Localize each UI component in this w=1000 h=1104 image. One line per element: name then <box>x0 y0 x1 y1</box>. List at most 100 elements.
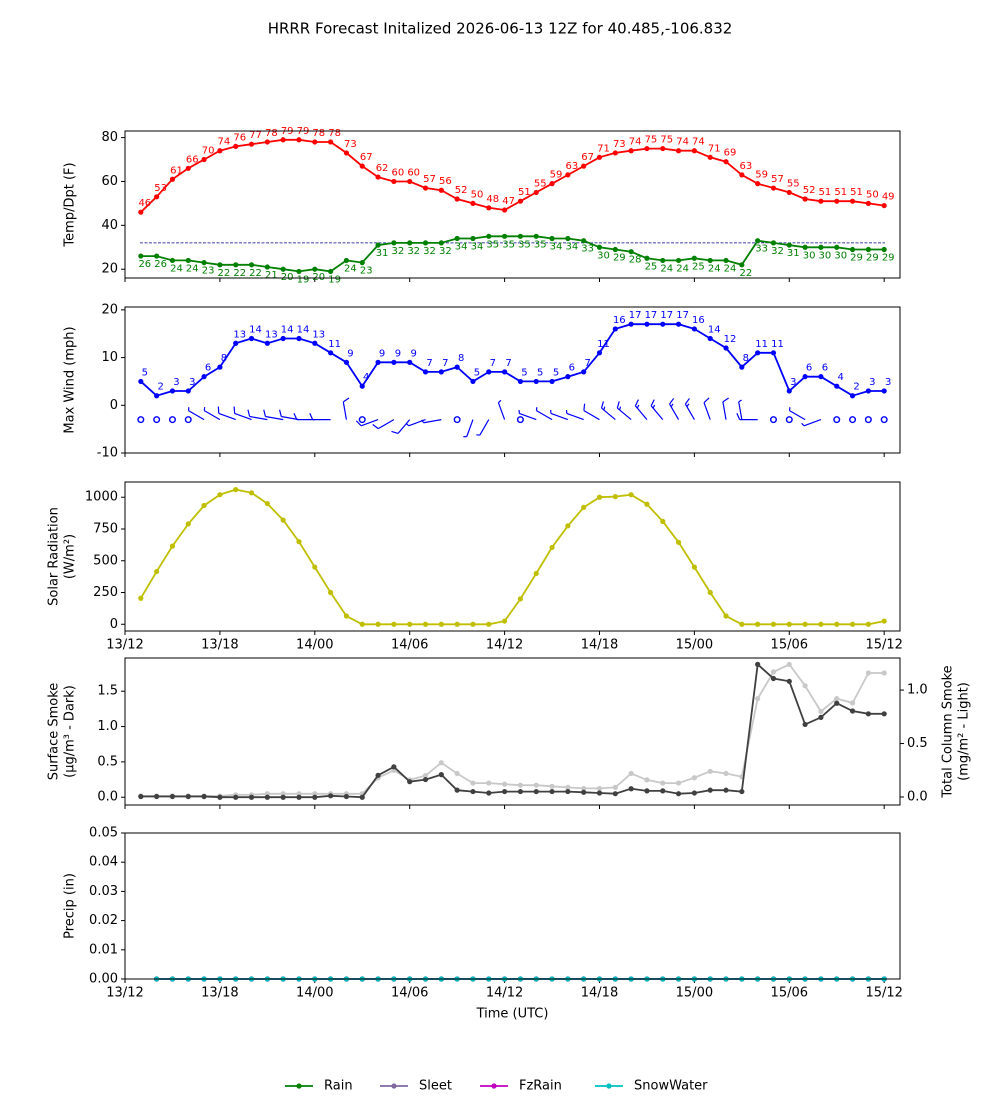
data-point <box>281 137 286 142</box>
data-point <box>391 179 396 184</box>
data-point <box>629 786 634 791</box>
legend-label: Rain <box>324 1079 353 1094</box>
data-label: 14 <box>297 324 310 335</box>
data-label: 32 <box>392 246 405 257</box>
data-label: 6 <box>806 363 812 374</box>
data-point <box>265 139 270 144</box>
data-point <box>739 365 744 370</box>
data-label: 30 <box>597 250 610 261</box>
data-label: 60 <box>392 167 405 178</box>
data-point <box>834 622 839 627</box>
data-point <box>708 258 713 263</box>
data-point <box>549 181 554 186</box>
data-point <box>360 622 365 627</box>
data-point <box>866 670 871 675</box>
data-point <box>803 622 808 627</box>
data-label: 5 <box>537 367 543 378</box>
data-point <box>281 267 286 272</box>
data-point <box>265 795 270 800</box>
data-point <box>154 194 159 199</box>
data-label: 29 <box>613 252 626 263</box>
y-axis-label: (μg/m³ - Dark) <box>63 685 78 778</box>
y-tick-label: 250 <box>93 585 118 600</box>
legend-marker <box>296 1083 301 1088</box>
data-point <box>882 203 887 208</box>
data-point <box>739 622 744 627</box>
data-point <box>644 788 649 793</box>
y-tick-label: 0.03 <box>89 884 118 899</box>
data-label: 3 <box>189 377 195 388</box>
data-point <box>486 205 491 210</box>
data-point <box>138 253 143 258</box>
data-point <box>565 789 570 794</box>
data-point <box>692 148 697 153</box>
data-label: 32 <box>407 246 420 257</box>
data-point <box>518 789 523 794</box>
data-point <box>629 771 634 776</box>
y-tick-label: 0.01 <box>89 942 118 957</box>
data-point <box>676 148 681 153</box>
y-tick-label: 0.05 <box>89 826 118 841</box>
y-tick-label: 0 <box>110 617 118 632</box>
data-label: 24 <box>724 263 737 274</box>
data-point <box>676 322 681 327</box>
data-label: 71 <box>708 143 721 154</box>
data-point <box>391 764 396 769</box>
data-point <box>249 262 254 267</box>
data-label: 6 <box>822 363 828 374</box>
data-point <box>201 157 206 162</box>
data-point <box>328 590 333 595</box>
data-point <box>755 622 760 627</box>
data-point <box>138 794 143 799</box>
data-label: 63 <box>739 161 752 172</box>
data-label: 49 <box>882 192 895 203</box>
data-label: 34 <box>565 242 578 253</box>
data-point <box>312 267 317 272</box>
data-label: 9 <box>395 348 401 359</box>
data-point <box>344 150 349 155</box>
data-label: 14 <box>281 324 294 335</box>
data-point <box>882 618 887 623</box>
y2-tick-label: 0.0 <box>907 789 928 804</box>
x-tick-label: 14/18 <box>581 638 618 653</box>
data-label: 5 <box>142 367 148 378</box>
data-point <box>739 172 744 177</box>
data-point <box>771 350 776 355</box>
data-point <box>470 780 475 785</box>
data-point <box>549 236 554 241</box>
data-label: 19 <box>328 274 341 285</box>
data-label: 4 <box>838 372 844 383</box>
data-point <box>233 262 238 267</box>
data-point <box>249 142 254 147</box>
data-point <box>755 350 760 355</box>
data-point <box>787 662 792 667</box>
data-point <box>170 258 175 263</box>
data-point <box>233 487 238 492</box>
data-label: 50 <box>866 189 879 200</box>
data-label: 3 <box>885 377 891 388</box>
y-tick-label: 40 <box>101 218 118 233</box>
data-label: 24 <box>344 263 357 274</box>
x-tick-label: 15/12 <box>865 638 902 653</box>
figure-title: HRRR Forecast Initalized 2026-06-13 12Z … <box>268 20 733 38</box>
data-point <box>328 139 333 144</box>
legend-label: Sleet <box>419 1079 452 1094</box>
data-point <box>328 350 333 355</box>
data-point <box>296 795 301 800</box>
data-point <box>739 262 744 267</box>
data-point <box>660 519 665 524</box>
data-label: 33 <box>755 244 768 255</box>
data-point <box>660 780 665 785</box>
y-tick-label: 750 <box>93 521 118 536</box>
data-point <box>549 545 554 550</box>
data-label: 2 <box>853 382 859 393</box>
data-point <box>486 369 491 374</box>
barb-flag <box>584 404 585 411</box>
data-point <box>423 240 428 245</box>
data-label: 3 <box>173 377 179 388</box>
data-point <box>771 622 776 627</box>
x-tick-label: 14/06 <box>391 986 428 1001</box>
data-label: 67 <box>360 152 373 163</box>
data-point <box>597 155 602 160</box>
data-point <box>660 322 665 327</box>
